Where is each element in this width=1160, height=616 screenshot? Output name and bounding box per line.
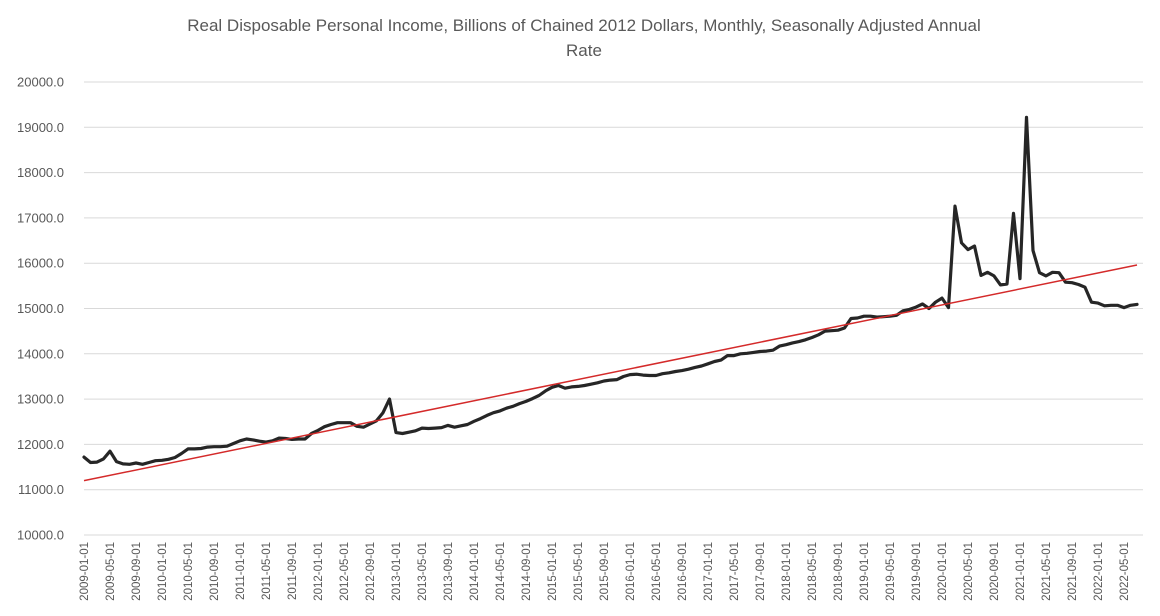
y-tick-label: 18000.0 [17, 165, 64, 180]
x-axis-tick-labels: 2009-01-01 2009-05-01 2009-09-01 2010-01-01… [79, 542, 1131, 601]
y-tick-label: 10000.0 [17, 528, 64, 543]
y-tick-label: 17000.0 [17, 210, 64, 225]
x-tick-label: 2015-09-01 [599, 542, 611, 601]
x-tick-label: 2017-01-01 [703, 542, 715, 601]
y-tick-label: 15000.0 [17, 301, 64, 316]
x-tick-label: 2022-01-01 [1093, 542, 1105, 601]
x-tick-label: 2011-09-01 [287, 542, 299, 600]
x-tick-label: 2019-01-01 [859, 542, 871, 601]
x-tick-label: 2012-01-01 [313, 542, 325, 601]
y-tick-label: 16000.0 [17, 256, 64, 271]
y-tick-label: 14000.0 [17, 346, 64, 361]
trendline [83, 264, 1138, 482]
y-tick-label: 19000.0 [17, 120, 64, 135]
x-tick-label: 2018-09-01 [833, 542, 845, 601]
gridlines [84, 81, 1143, 536]
x-tick-label: 2013-01-01 [391, 542, 403, 601]
y-tick-label: 12000.0 [17, 437, 64, 452]
x-tick-label: 2016-05-01 [651, 542, 663, 601]
x-tick-label: 2015-01-01 [547, 542, 559, 601]
x-tick-label: 2019-05-01 [885, 542, 897, 601]
x-tick-label: 2021-05-01 [1041, 542, 1053, 601]
x-tick-label: 2021-09-01 [1067, 542, 1079, 601]
x-tick-label: 2010-09-01 [209, 542, 221, 601]
x-tick-label: 2013-09-01 [443, 542, 455, 601]
x-tick-label: 2019-09-01 [911, 542, 923, 601]
x-tick-label: 2020-05-01 [963, 542, 975, 601]
x-tick-label: 2009-09-01 [131, 542, 143, 601]
chart-title-line-1: Real Disposable Personal Income, Billion… [187, 16, 980, 35]
series-layer [82, 115, 1139, 482]
x-tick-label: 2009-01-01 [79, 542, 91, 601]
x-tick-label: 2014-05-01 [495, 542, 507, 601]
chart-title-line-2: Rate [566, 41, 602, 60]
x-tick-label: 2011-05-01 [261, 542, 273, 600]
y-axis-tick-labels: 10000.0 11000.0 12000.0 13000.0 14000.0 15000… [17, 75, 64, 543]
x-tick-label: 2020-01-01 [937, 542, 949, 601]
x-tick-label: 2013-05-01 [417, 542, 429, 601]
x-tick-label: 2016-01-01 [625, 542, 637, 601]
x-tick-label: 2018-01-01 [781, 542, 793, 601]
x-tick-label: 2020-09-01 [989, 542, 1001, 601]
x-tick-label: 2014-09-01 [521, 542, 533, 601]
x-tick-label: 2010-05-01 [183, 542, 195, 601]
x-tick-label: 2016-09-01 [677, 542, 689, 601]
x-tick-label: 2021-01-01 [1015, 542, 1027, 601]
y-tick-label: 20000.0 [17, 75, 64, 90]
x-tick-label: 2015-05-01 [573, 542, 585, 601]
x-tick-label: 2012-09-01 [365, 542, 377, 601]
y-tick-label: 11000.0 [18, 482, 64, 497]
series-line [82, 115, 1139, 466]
x-tick-label: 2017-09-01 [755, 542, 767, 601]
x-tick-label: 2011-01-01 [235, 542, 247, 600]
x-tick-label: 2017-05-01 [729, 542, 741, 601]
y-tick-label: 13000.0 [17, 392, 64, 407]
x-tick-label: 2018-05-01 [807, 542, 819, 601]
x-tick-label: 2012-05-01 [339, 542, 351, 601]
x-tick-label: 2010-01-01 [157, 542, 169, 601]
x-tick-label: 2014-01-01 [469, 542, 481, 601]
x-tick-label: 2022-05-01 [1119, 542, 1131, 601]
x-tick-label: 2009-05-01 [105, 542, 117, 601]
